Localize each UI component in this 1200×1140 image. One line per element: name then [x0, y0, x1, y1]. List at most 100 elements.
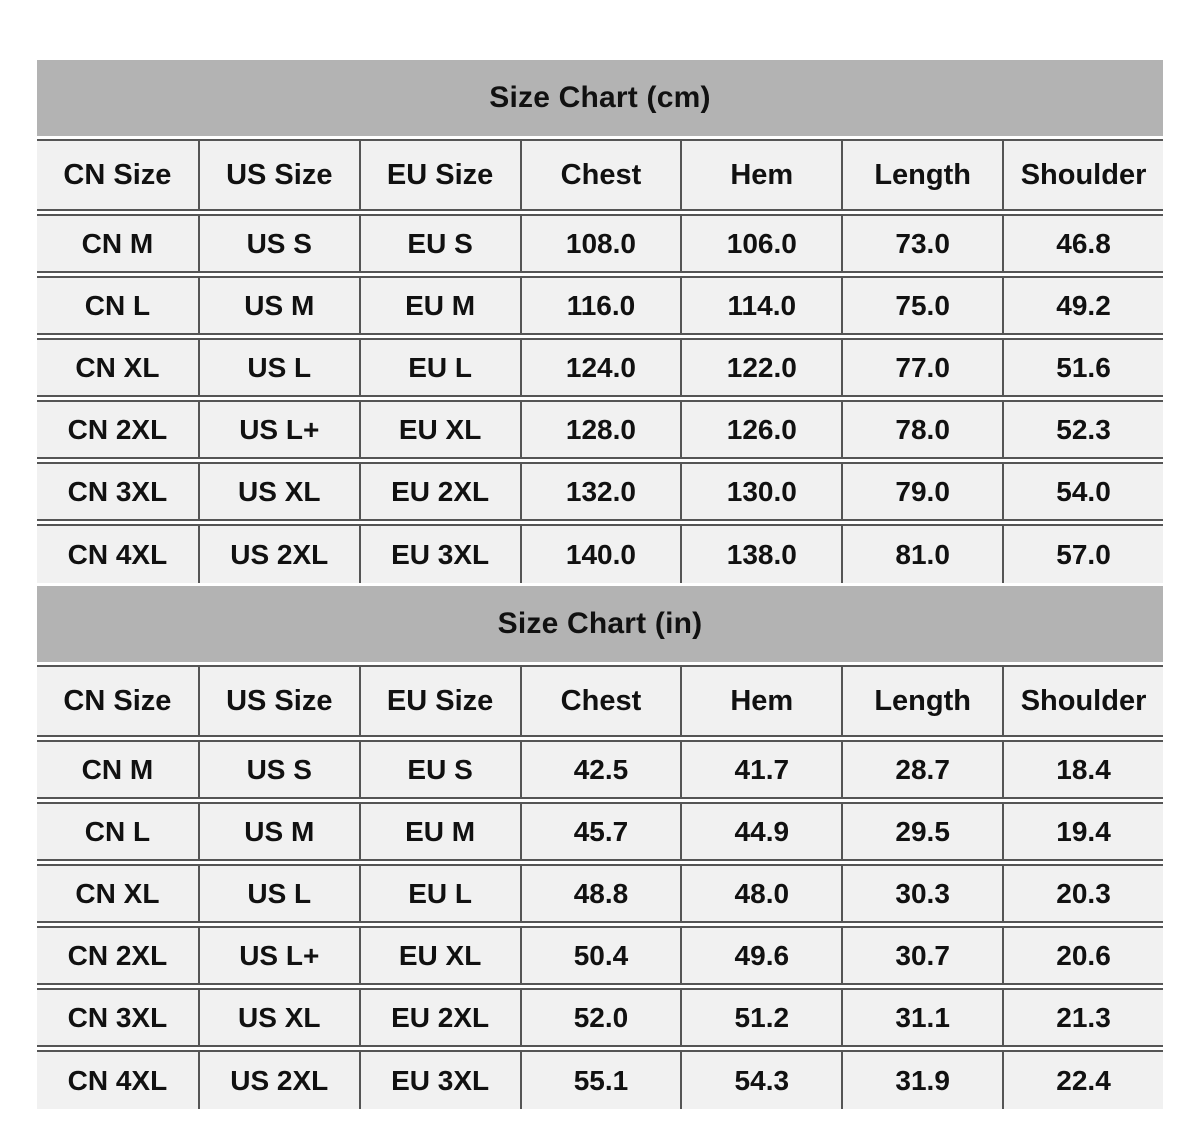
table-cell: 44.9: [680, 802, 842, 861]
table-row: CN 2XL US L+ EU XL 50.4 49.6 30.7 20.6: [37, 926, 1163, 985]
table-cell: US 2XL: [197, 524, 359, 583]
table-cell: EU M: [358, 276, 520, 335]
table-cell: 79.0: [841, 462, 1003, 521]
column-header: Chest: [519, 139, 681, 211]
table-cell: 49.2: [1002, 276, 1163, 335]
column-header-row: CN Size US Size EU Size Chest Hem Length Shoul…: [37, 665, 1163, 737]
table-cell: 51.2: [680, 988, 842, 1047]
table-cell: US M: [197, 802, 359, 861]
table-cell: 48.0: [680, 864, 842, 923]
table-cell: 81.0: [841, 524, 1003, 583]
table-cell: 140.0: [519, 524, 681, 583]
section-title: Size Chart (cm): [37, 60, 1163, 136]
table-cell: 77.0: [841, 338, 1003, 397]
column-header: Hem: [680, 665, 842, 737]
table-cell: US L+: [197, 926, 359, 985]
table-cell: EU L: [358, 864, 520, 923]
table-cell: CN XL: [37, 864, 198, 923]
table-cell: 106.0: [680, 214, 842, 273]
table-cell: US L: [197, 864, 359, 923]
table-cell: 128.0: [519, 400, 681, 459]
table-cell: CN 3XL: [37, 988, 198, 1047]
table-row: CN L US M EU M 116.0 114.0 75.0 49.2: [37, 276, 1163, 335]
table-cell: 19.4: [1002, 802, 1163, 861]
table-cell: 138.0: [680, 524, 842, 583]
table-cell: 108.0: [519, 214, 681, 273]
table-cell: 46.8: [1002, 214, 1163, 273]
table-cell: EU XL: [358, 926, 520, 985]
table-cell: 78.0: [841, 400, 1003, 459]
table-cell: 30.7: [841, 926, 1003, 985]
table-cell: 30.3: [841, 864, 1003, 923]
table-cell: 55.1: [519, 1050, 681, 1109]
table-cell: CN 4XL: [37, 1050, 198, 1109]
table-row: CN L US M EU M 45.7 44.9 29.5 19.4: [37, 802, 1163, 861]
size-chart-image: Size Chart (cm) CN Size US Size EU Size Ches…: [37, 57, 1163, 1112]
table-row: CN 2XL US L+ EU XL 128.0 126.0 78.0 52.3: [37, 400, 1163, 459]
table-cell: CN M: [37, 214, 198, 273]
table-cell: EU S: [358, 214, 520, 273]
table-cell: EU 2XL: [358, 462, 520, 521]
table-cell: 130.0: [680, 462, 842, 521]
column-header: US Size: [197, 665, 359, 737]
table-cell: EU M: [358, 802, 520, 861]
table-cell: 41.7: [680, 740, 842, 799]
table-cell: 52.3: [1002, 400, 1163, 459]
table-cell: EU S: [358, 740, 520, 799]
table-cell: EU 2XL: [358, 988, 520, 1047]
table-row: CN XL US L EU L 124.0 122.0 77.0 51.6: [37, 338, 1163, 397]
table-cell: CN 2XL: [37, 926, 198, 985]
column-header: CN Size: [37, 665, 198, 737]
section-title-row: Size Chart (cm): [37, 60, 1163, 136]
table-cell: 49.6: [680, 926, 842, 985]
table-row: CN 4XL US 2XL EU 3XL 55.1 54.3 31.9 22.4: [37, 1050, 1163, 1109]
table-cell: 22.4: [1002, 1050, 1163, 1109]
table-cell: 28.7: [841, 740, 1003, 799]
column-header: Length: [841, 139, 1003, 211]
table-cell: US L+: [197, 400, 359, 459]
table-cell: CN 2XL: [37, 400, 198, 459]
table-cell: 18.4: [1002, 740, 1163, 799]
table-cell: 116.0: [519, 276, 681, 335]
table-cell: US S: [197, 214, 359, 273]
table-cell: 51.6: [1002, 338, 1163, 397]
table-cell: EU XL: [358, 400, 520, 459]
table-cell: 124.0: [519, 338, 681, 397]
table-cell: 132.0: [519, 462, 681, 521]
size-chart-table: Size Chart (cm) CN Size US Size EU Size Ches…: [37, 57, 1163, 1112]
table-cell: US XL: [197, 988, 359, 1047]
table-cell: US S: [197, 740, 359, 799]
table-cell: 114.0: [680, 276, 842, 335]
table-cell: 52.0: [519, 988, 681, 1047]
table-cell: 122.0: [680, 338, 842, 397]
table-row: CN 4XL US 2XL EU 3XL 140.0 138.0 81.0 57.0: [37, 524, 1163, 583]
table-cell: 31.1: [841, 988, 1003, 1047]
table-cell: 57.0: [1002, 524, 1163, 583]
table-cell: 42.5: [519, 740, 681, 799]
table-cell: 21.3: [1002, 988, 1163, 1047]
column-header: US Size: [197, 139, 359, 211]
table-cell: 50.4: [519, 926, 681, 985]
column-header-row: CN Size US Size EU Size Chest Hem Length Shoul…: [37, 139, 1163, 211]
table-row: CN XL US L EU L 48.8 48.0 30.3 20.3: [37, 864, 1163, 923]
table-cell: 20.6: [1002, 926, 1163, 985]
column-header: Chest: [519, 665, 681, 737]
table-cell: 75.0: [841, 276, 1003, 335]
column-header: CN Size: [37, 139, 198, 211]
table-cell: CN XL: [37, 338, 198, 397]
section-title: Size Chart (in): [37, 586, 1163, 662]
table-cell: CN L: [37, 276, 198, 335]
table-cell: 54.3: [680, 1050, 842, 1109]
table-row: CN M US S EU S 42.5 41.7 28.7 18.4: [37, 740, 1163, 799]
column-header: Shoulder: [1002, 665, 1163, 737]
table-cell: 29.5: [841, 802, 1003, 861]
size-chart-body: Size Chart (cm) CN Size US Size EU Size Ches…: [37, 60, 1163, 1109]
table-cell: CN 3XL: [37, 462, 198, 521]
table-cell: EU 3XL: [358, 1050, 520, 1109]
table-cell: US XL: [197, 462, 359, 521]
column-header: Shoulder: [1002, 139, 1163, 211]
table-row: CN 3XL US XL EU 2XL 52.0 51.2 31.1 21.3: [37, 988, 1163, 1047]
table-cell: 73.0: [841, 214, 1003, 273]
column-header: Length: [841, 665, 1003, 737]
table-cell: EU 3XL: [358, 524, 520, 583]
